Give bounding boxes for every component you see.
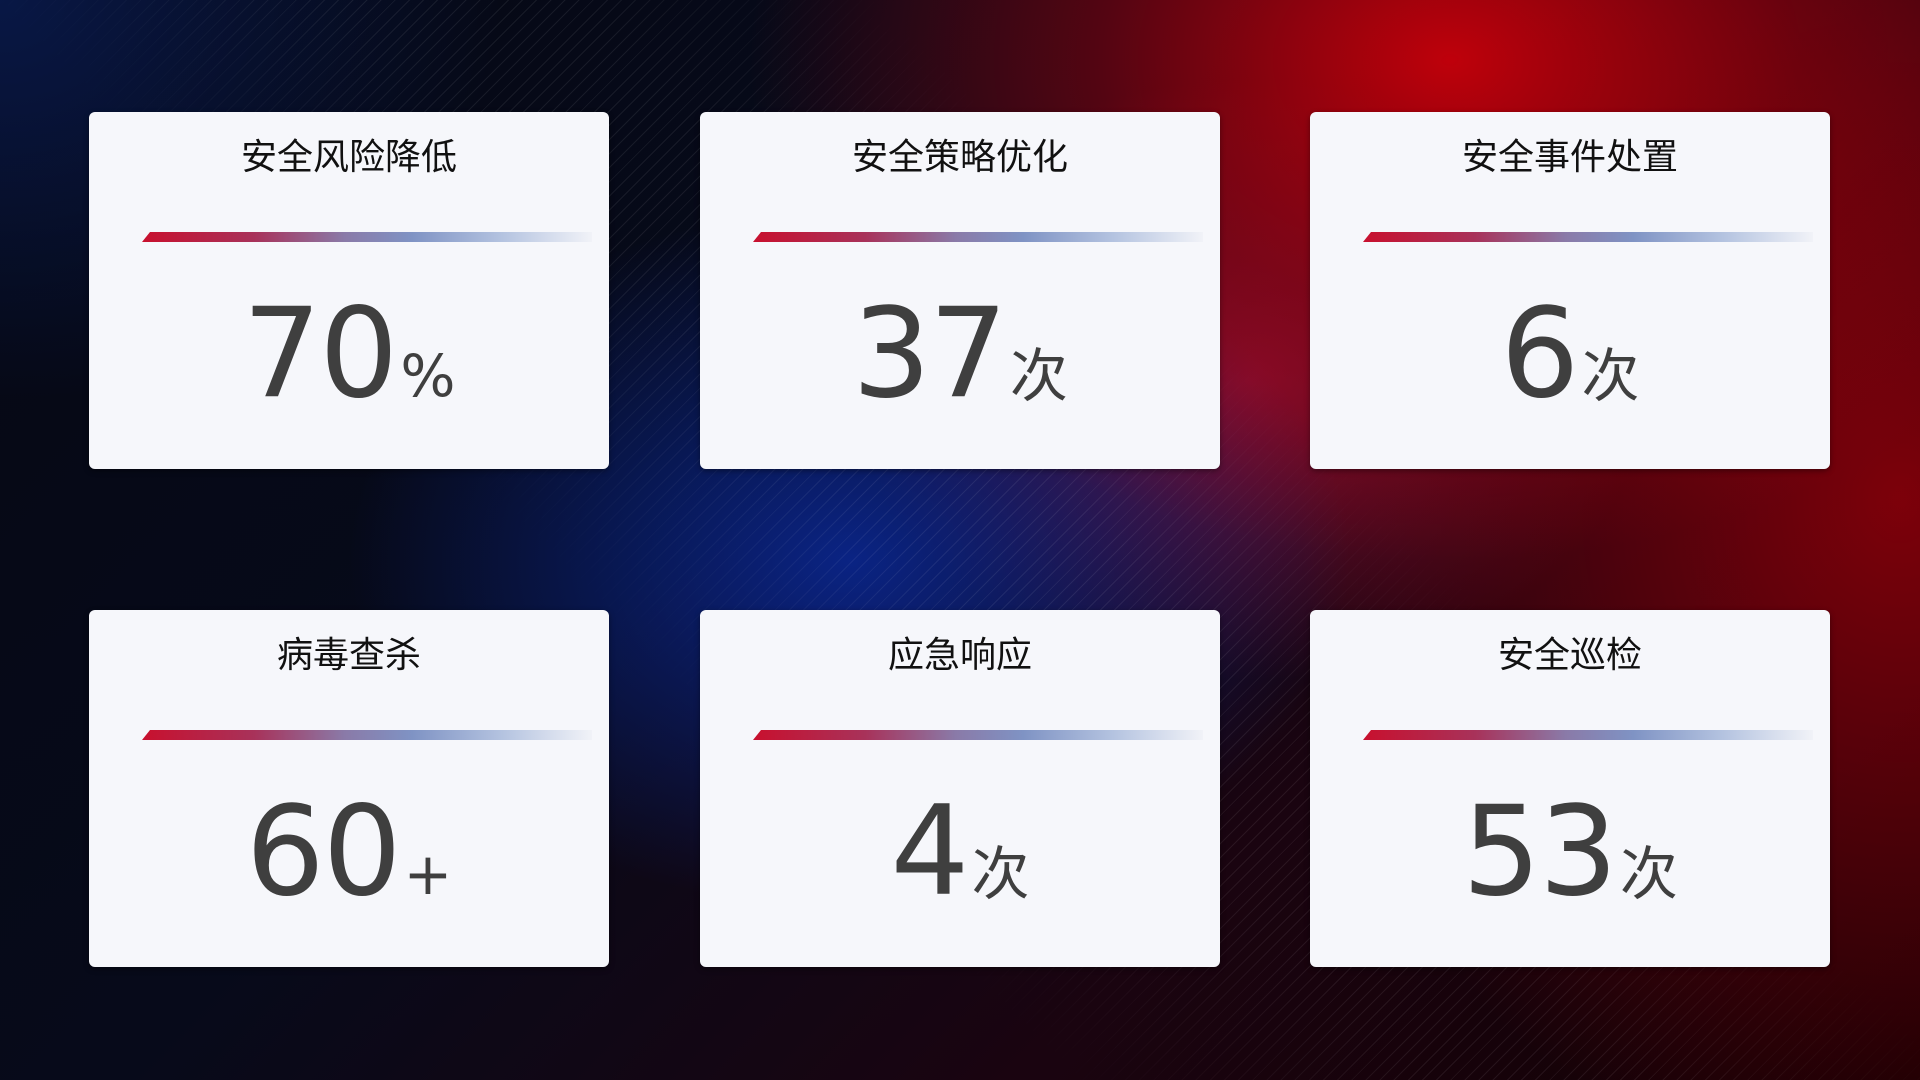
value-unit: % [400, 342, 456, 410]
value-number: 70 [242, 282, 399, 426]
card-title: 安全巡检 [1497, 635, 1642, 676]
value-number: 53 [1462, 780, 1618, 924]
value-number: 37 [852, 282, 1008, 426]
value-unit: 次 [971, 840, 1030, 908]
stat-card-security-inspection: 安全巡检 53次 [1310, 610, 1830, 967]
card-title: 安全风险降低 [240, 137, 457, 178]
value-number: 60 [245, 780, 402, 924]
value-unit: + [403, 840, 453, 908]
card-value: 37次 [700, 282, 1220, 426]
value-number: 4 [890, 780, 970, 924]
stat-card-incident-handling: 安全事件处置 6次 [1310, 112, 1830, 469]
card-divider [142, 232, 592, 242]
value-unit: 次 [1619, 840, 1678, 908]
card-divider [753, 232, 1203, 242]
stat-card-policy-optimization: 安全策略优化 37次 [700, 112, 1220, 469]
card-divider [753, 730, 1203, 740]
card-title: 安全策略优化 [851, 137, 1068, 178]
card-title: 病毒查杀 [276, 635, 421, 676]
card-value: 6次 [1310, 282, 1830, 426]
stat-card-virus-removal: 病毒查杀 60+ [89, 610, 609, 967]
value-unit: 次 [1009, 342, 1068, 410]
card-divider [142, 730, 592, 740]
card-title: 应急响应 [887, 635, 1032, 676]
card-title: 安全事件处置 [1461, 137, 1678, 178]
value-number: 6 [1500, 282, 1580, 426]
card-value: 4次 [700, 780, 1220, 924]
card-divider [1363, 232, 1813, 242]
stat-card-emergency-response: 应急响应 4次 [700, 610, 1220, 967]
card-divider [1363, 730, 1813, 740]
card-value: 53次 [1310, 780, 1830, 924]
card-value: 70% [89, 282, 609, 426]
value-unit: 次 [1581, 342, 1640, 410]
card-value: 60+ [89, 780, 609, 924]
stat-card-risk-reduction: 安全风险降低 70% [89, 112, 609, 469]
